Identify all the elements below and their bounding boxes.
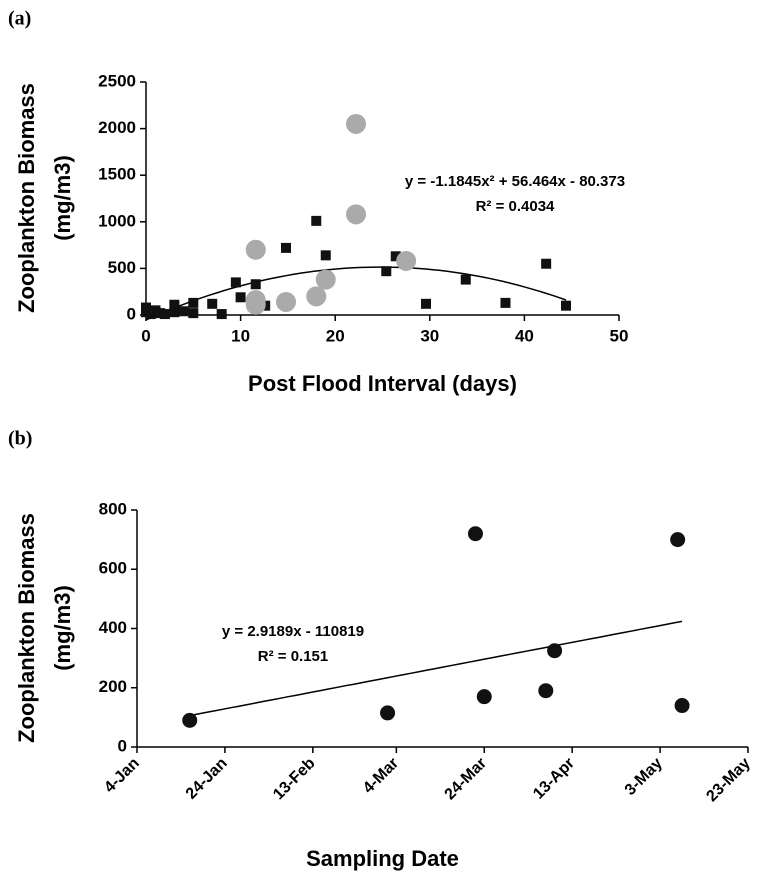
point xyxy=(547,643,563,659)
y-tick-label: 1000 xyxy=(98,211,136,230)
y-tick-label: 800 xyxy=(99,499,127,518)
point xyxy=(306,286,327,307)
point xyxy=(346,204,367,225)
point xyxy=(346,113,367,134)
point xyxy=(390,251,401,262)
point xyxy=(476,689,492,705)
y-axis-title: Zooplankton Biomass xyxy=(14,83,39,313)
point xyxy=(182,712,198,728)
x-tick-label: 3-May xyxy=(622,755,666,799)
point xyxy=(320,250,331,261)
point xyxy=(188,297,199,308)
point xyxy=(216,309,227,320)
equation: y = -1.1845x² + 56.464x - 80.373 xyxy=(405,173,625,190)
point xyxy=(541,258,552,269)
point xyxy=(311,215,322,226)
point xyxy=(207,298,218,309)
x-tick-label: 0 xyxy=(141,326,150,345)
point xyxy=(538,683,554,699)
point xyxy=(674,698,690,714)
point xyxy=(188,308,199,319)
y-axis-title: Zooplankton Biomass xyxy=(14,513,39,743)
trendline xyxy=(189,620,683,717)
panel-label: (b) xyxy=(8,428,32,450)
equation: R² = 0.4034 xyxy=(476,198,555,215)
point xyxy=(561,300,572,311)
panel-label: (a) xyxy=(8,8,31,30)
point xyxy=(281,242,292,253)
point xyxy=(230,277,241,288)
y-tick-label: 600 xyxy=(99,559,127,578)
equation: R² = 0.151 xyxy=(258,648,328,665)
x-tick-label: 4-Mar xyxy=(360,755,402,797)
point xyxy=(245,294,266,315)
point xyxy=(315,269,336,290)
point xyxy=(245,239,266,260)
point xyxy=(276,291,297,312)
y-tick-label: 500 xyxy=(108,258,136,277)
y-tick-label: 0 xyxy=(118,736,127,755)
y-tick-label: 0 xyxy=(127,304,136,323)
x-tick-label: 23-May xyxy=(703,755,753,805)
x-axis-title: Sampling Date xyxy=(306,846,459,871)
x-tick-label: 20 xyxy=(326,326,345,345)
point xyxy=(169,307,180,318)
x-tick-label: 24-Mar xyxy=(442,755,491,804)
x-axis-title: Post Flood Interval (days) xyxy=(248,371,517,396)
point xyxy=(421,298,432,309)
y-tick-label: 400 xyxy=(99,618,127,637)
x-tick-label: 13-Feb xyxy=(270,755,319,804)
point xyxy=(396,250,417,271)
x-tick-label: 40 xyxy=(515,326,534,345)
point xyxy=(670,532,686,548)
x-tick-label: 13-Apr xyxy=(530,755,578,803)
point xyxy=(380,705,396,721)
x-tick-label: 50 xyxy=(610,326,629,345)
y-tick-label: 2000 xyxy=(98,118,136,137)
y-tick-label: 1500 xyxy=(98,165,136,184)
x-tick-label: 30 xyxy=(420,326,439,345)
point xyxy=(159,309,170,320)
y-axis-title: (mg/m3) xyxy=(50,585,75,671)
point xyxy=(169,299,180,310)
y-tick-label: 2500 xyxy=(98,71,136,90)
point xyxy=(460,274,471,285)
x-tick-label: 4-Jan xyxy=(101,755,143,797)
point xyxy=(178,306,189,317)
point xyxy=(235,292,246,303)
point xyxy=(141,302,151,313)
x-tick-label: 10 xyxy=(231,326,250,345)
point xyxy=(250,279,261,290)
y-tick-label: 200 xyxy=(99,677,127,696)
y-axis-title: (mg/m3) xyxy=(50,155,75,241)
x-tick-label: 24-Jan xyxy=(183,755,231,803)
trendline xyxy=(145,266,567,321)
point xyxy=(467,526,483,542)
point xyxy=(500,297,511,308)
equation: y = 2.9189x - 110819 xyxy=(222,623,364,640)
point xyxy=(381,266,392,277)
